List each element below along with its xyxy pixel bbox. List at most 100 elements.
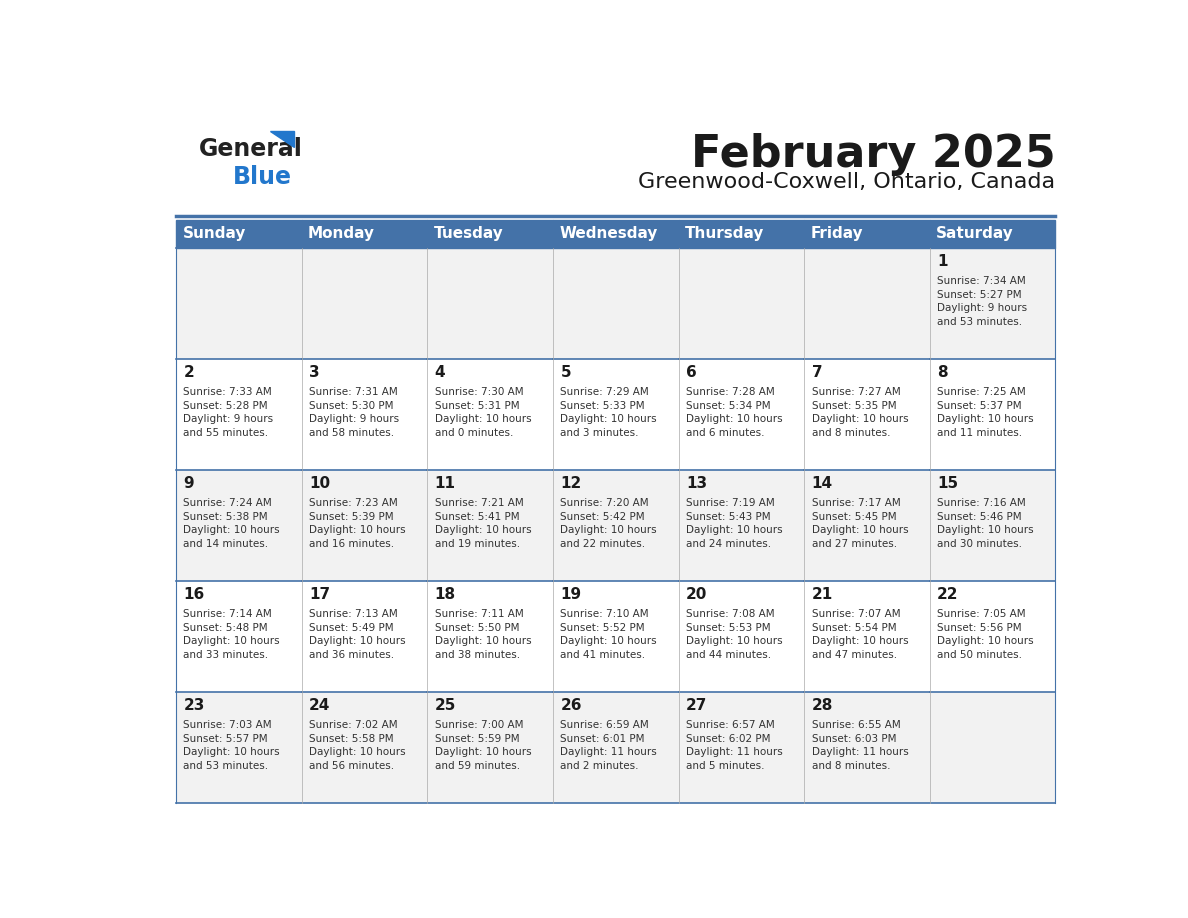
FancyBboxPatch shape bbox=[930, 248, 1055, 359]
Text: Sunrise: 7:30 AM
Sunset: 5:31 PM
Daylight: 10 hours
and 0 minutes.: Sunrise: 7:30 AM Sunset: 5:31 PM Dayligh… bbox=[435, 387, 531, 438]
Text: Saturday: Saturday bbox=[936, 227, 1013, 241]
Text: Sunrise: 7:00 AM
Sunset: 5:59 PM
Daylight: 10 hours
and 59 minutes.: Sunrise: 7:00 AM Sunset: 5:59 PM Dayligh… bbox=[435, 721, 531, 771]
FancyBboxPatch shape bbox=[804, 470, 930, 581]
FancyBboxPatch shape bbox=[678, 581, 804, 692]
Text: 20: 20 bbox=[685, 587, 707, 601]
FancyBboxPatch shape bbox=[428, 359, 552, 470]
Text: 19: 19 bbox=[561, 587, 581, 601]
Text: Sunrise: 7:20 AM
Sunset: 5:42 PM
Daylight: 10 hours
and 22 minutes.: Sunrise: 7:20 AM Sunset: 5:42 PM Dayligh… bbox=[561, 498, 657, 549]
FancyBboxPatch shape bbox=[678, 359, 804, 470]
Text: Sunrise: 7:21 AM
Sunset: 5:41 PM
Daylight: 10 hours
and 19 minutes.: Sunrise: 7:21 AM Sunset: 5:41 PM Dayligh… bbox=[435, 498, 531, 549]
Text: Sunrise: 7:24 AM
Sunset: 5:38 PM
Daylight: 10 hours
and 14 minutes.: Sunrise: 7:24 AM Sunset: 5:38 PM Dayligh… bbox=[183, 498, 280, 549]
Text: General: General bbox=[200, 137, 303, 161]
FancyBboxPatch shape bbox=[302, 470, 428, 581]
Text: Sunrise: 7:34 AM
Sunset: 5:27 PM
Daylight: 9 hours
and 53 minutes.: Sunrise: 7:34 AM Sunset: 5:27 PM Dayligh… bbox=[937, 276, 1028, 327]
Text: 28: 28 bbox=[811, 698, 833, 712]
Text: Sunrise: 7:28 AM
Sunset: 5:34 PM
Daylight: 10 hours
and 6 minutes.: Sunrise: 7:28 AM Sunset: 5:34 PM Dayligh… bbox=[685, 387, 783, 438]
FancyBboxPatch shape bbox=[930, 581, 1055, 692]
FancyBboxPatch shape bbox=[176, 219, 302, 248]
FancyBboxPatch shape bbox=[930, 470, 1055, 581]
Text: 16: 16 bbox=[183, 587, 204, 601]
Text: 15: 15 bbox=[937, 476, 959, 490]
Text: 12: 12 bbox=[561, 476, 582, 490]
Text: 2: 2 bbox=[183, 364, 194, 380]
Text: 9: 9 bbox=[183, 476, 194, 490]
Text: Sunrise: 7:10 AM
Sunset: 5:52 PM
Daylight: 10 hours
and 41 minutes.: Sunrise: 7:10 AM Sunset: 5:52 PM Dayligh… bbox=[561, 610, 657, 660]
FancyBboxPatch shape bbox=[552, 692, 678, 803]
FancyBboxPatch shape bbox=[552, 219, 678, 248]
FancyBboxPatch shape bbox=[428, 692, 552, 803]
Text: Monday: Monday bbox=[308, 227, 375, 241]
Text: Wednesday: Wednesday bbox=[560, 227, 658, 241]
Text: 3: 3 bbox=[309, 364, 320, 380]
Text: 11: 11 bbox=[435, 476, 456, 490]
Text: 17: 17 bbox=[309, 587, 330, 601]
Polygon shape bbox=[270, 131, 293, 147]
Text: Sunrise: 7:05 AM
Sunset: 5:56 PM
Daylight: 10 hours
and 50 minutes.: Sunrise: 7:05 AM Sunset: 5:56 PM Dayligh… bbox=[937, 610, 1034, 660]
Text: Sunrise: 7:11 AM
Sunset: 5:50 PM
Daylight: 10 hours
and 38 minutes.: Sunrise: 7:11 AM Sunset: 5:50 PM Dayligh… bbox=[435, 610, 531, 660]
Text: 8: 8 bbox=[937, 364, 948, 380]
Text: Sunrise: 7:16 AM
Sunset: 5:46 PM
Daylight: 10 hours
and 30 minutes.: Sunrise: 7:16 AM Sunset: 5:46 PM Dayligh… bbox=[937, 498, 1034, 549]
FancyBboxPatch shape bbox=[176, 692, 302, 803]
Text: Sunrise: 7:33 AM
Sunset: 5:28 PM
Daylight: 9 hours
and 55 minutes.: Sunrise: 7:33 AM Sunset: 5:28 PM Dayligh… bbox=[183, 387, 273, 438]
Text: Sunrise: 7:14 AM
Sunset: 5:48 PM
Daylight: 10 hours
and 33 minutes.: Sunrise: 7:14 AM Sunset: 5:48 PM Dayligh… bbox=[183, 610, 280, 660]
FancyBboxPatch shape bbox=[302, 581, 428, 692]
Text: 4: 4 bbox=[435, 364, 446, 380]
Text: 24: 24 bbox=[309, 698, 330, 712]
FancyBboxPatch shape bbox=[428, 248, 552, 359]
Text: 27: 27 bbox=[685, 698, 707, 712]
FancyBboxPatch shape bbox=[804, 692, 930, 803]
Text: Thursday: Thursday bbox=[684, 227, 764, 241]
FancyBboxPatch shape bbox=[176, 248, 302, 359]
FancyBboxPatch shape bbox=[428, 470, 552, 581]
Text: 14: 14 bbox=[811, 476, 833, 490]
Text: Greenwood-Coxwell, Ontario, Canada: Greenwood-Coxwell, Ontario, Canada bbox=[638, 173, 1055, 193]
Text: February 2025: February 2025 bbox=[690, 133, 1055, 175]
FancyBboxPatch shape bbox=[176, 581, 302, 692]
Text: Blue: Blue bbox=[233, 165, 292, 189]
Text: Sunrise: 7:25 AM
Sunset: 5:37 PM
Daylight: 10 hours
and 11 minutes.: Sunrise: 7:25 AM Sunset: 5:37 PM Dayligh… bbox=[937, 387, 1034, 438]
Text: Tuesday: Tuesday bbox=[434, 227, 504, 241]
Text: Sunrise: 7:02 AM
Sunset: 5:58 PM
Daylight: 10 hours
and 56 minutes.: Sunrise: 7:02 AM Sunset: 5:58 PM Dayligh… bbox=[309, 721, 406, 771]
Text: Sunrise: 7:07 AM
Sunset: 5:54 PM
Daylight: 10 hours
and 47 minutes.: Sunrise: 7:07 AM Sunset: 5:54 PM Dayligh… bbox=[811, 610, 908, 660]
Text: Sunrise: 7:13 AM
Sunset: 5:49 PM
Daylight: 10 hours
and 36 minutes.: Sunrise: 7:13 AM Sunset: 5:49 PM Dayligh… bbox=[309, 610, 406, 660]
FancyBboxPatch shape bbox=[302, 359, 428, 470]
Text: 5: 5 bbox=[561, 364, 571, 380]
Text: Sunrise: 6:55 AM
Sunset: 6:03 PM
Daylight: 11 hours
and 8 minutes.: Sunrise: 6:55 AM Sunset: 6:03 PM Dayligh… bbox=[811, 721, 909, 771]
FancyBboxPatch shape bbox=[678, 470, 804, 581]
FancyBboxPatch shape bbox=[428, 219, 552, 248]
Text: Sunrise: 7:19 AM
Sunset: 5:43 PM
Daylight: 10 hours
and 24 minutes.: Sunrise: 7:19 AM Sunset: 5:43 PM Dayligh… bbox=[685, 498, 783, 549]
Text: 13: 13 bbox=[685, 476, 707, 490]
Text: 18: 18 bbox=[435, 587, 456, 601]
Text: Sunrise: 7:27 AM
Sunset: 5:35 PM
Daylight: 10 hours
and 8 minutes.: Sunrise: 7:27 AM Sunset: 5:35 PM Dayligh… bbox=[811, 387, 908, 438]
FancyBboxPatch shape bbox=[804, 219, 930, 248]
FancyBboxPatch shape bbox=[930, 692, 1055, 803]
FancyBboxPatch shape bbox=[678, 219, 804, 248]
FancyBboxPatch shape bbox=[804, 248, 930, 359]
FancyBboxPatch shape bbox=[552, 248, 678, 359]
Text: Sunrise: 7:23 AM
Sunset: 5:39 PM
Daylight: 10 hours
and 16 minutes.: Sunrise: 7:23 AM Sunset: 5:39 PM Dayligh… bbox=[309, 498, 406, 549]
FancyBboxPatch shape bbox=[428, 581, 552, 692]
Text: Sunrise: 7:17 AM
Sunset: 5:45 PM
Daylight: 10 hours
and 27 minutes.: Sunrise: 7:17 AM Sunset: 5:45 PM Dayligh… bbox=[811, 498, 908, 549]
FancyBboxPatch shape bbox=[302, 692, 428, 803]
FancyBboxPatch shape bbox=[678, 248, 804, 359]
FancyBboxPatch shape bbox=[678, 692, 804, 803]
FancyBboxPatch shape bbox=[552, 470, 678, 581]
FancyBboxPatch shape bbox=[302, 219, 428, 248]
FancyBboxPatch shape bbox=[552, 581, 678, 692]
Text: 21: 21 bbox=[811, 587, 833, 601]
Text: 1: 1 bbox=[937, 253, 948, 269]
Text: Sunrise: 6:57 AM
Sunset: 6:02 PM
Daylight: 11 hours
and 5 minutes.: Sunrise: 6:57 AM Sunset: 6:02 PM Dayligh… bbox=[685, 721, 783, 771]
Text: Sunrise: 7:08 AM
Sunset: 5:53 PM
Daylight: 10 hours
and 44 minutes.: Sunrise: 7:08 AM Sunset: 5:53 PM Dayligh… bbox=[685, 610, 783, 660]
FancyBboxPatch shape bbox=[804, 359, 930, 470]
FancyBboxPatch shape bbox=[176, 359, 302, 470]
Text: 10: 10 bbox=[309, 476, 330, 490]
Text: Sunday: Sunday bbox=[183, 227, 246, 241]
Text: Sunrise: 7:31 AM
Sunset: 5:30 PM
Daylight: 9 hours
and 58 minutes.: Sunrise: 7:31 AM Sunset: 5:30 PM Dayligh… bbox=[309, 387, 399, 438]
FancyBboxPatch shape bbox=[930, 219, 1055, 248]
Text: 22: 22 bbox=[937, 587, 959, 601]
Text: 23: 23 bbox=[183, 698, 204, 712]
Text: 7: 7 bbox=[811, 364, 822, 380]
Text: Sunrise: 7:03 AM
Sunset: 5:57 PM
Daylight: 10 hours
and 53 minutes.: Sunrise: 7:03 AM Sunset: 5:57 PM Dayligh… bbox=[183, 721, 280, 771]
FancyBboxPatch shape bbox=[552, 359, 678, 470]
